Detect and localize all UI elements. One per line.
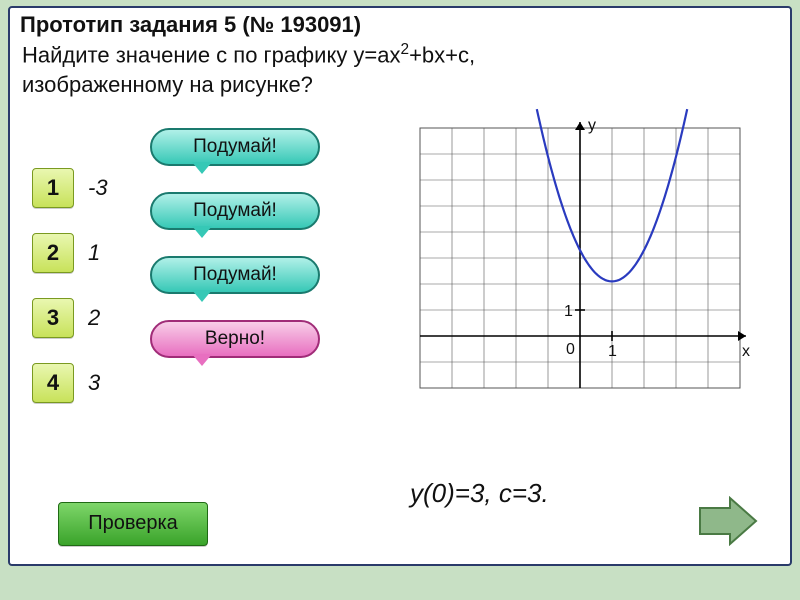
check-button[interactable]: Проверка: [58, 502, 208, 546]
answer-value-column: -3 1 2 3: [88, 168, 148, 428]
solution-text: y(0)=3, c=3.: [410, 478, 549, 509]
svg-text:1: 1: [564, 303, 573, 320]
feedback-bubble-1: Подумай!: [150, 128, 320, 166]
answer-btn-2[interactable]: 2: [32, 233, 74, 273]
feedback-bubbles: Подумай! Подумай! Подумай! Верно!: [150, 128, 350, 384]
svg-text:x: x: [742, 343, 750, 360]
title-bar: Прототип задания 5 (№ 193091): [10, 8, 790, 40]
answer-value-2: 1: [88, 233, 148, 273]
arrow-right-icon: [696, 496, 760, 546]
question-sup: 2: [401, 41, 410, 58]
answer-value-3: 2: [88, 298, 148, 338]
next-arrow-button[interactable]: [696, 496, 760, 546]
question-text: Найдите значение с по графику y=ax2+bx+c…: [10, 40, 790, 108]
answer-btn-1[interactable]: 1: [32, 168, 74, 208]
answer-number-column: 1 2 3 4: [32, 168, 92, 428]
content-area: 1 2 3 4 -3 1 2 3 Подумай! Подумай! Подум…: [10, 108, 790, 568]
answer-btn-3[interactable]: 3: [32, 298, 74, 338]
question-line2: изображенному на рисунке?: [22, 72, 313, 97]
feedback-bubble-2: Подумай!: [150, 192, 320, 230]
slide-card: Прототип задания 5 (№ 193091) Найдите зн…: [8, 6, 792, 566]
question-line1b: +bx+c,: [409, 42, 475, 67]
question-line1: Найдите значение с по графику y=ax: [22, 42, 401, 67]
feedback-bubble-4: Верно!: [150, 320, 320, 358]
title-text: Прототип задания 5 (№ 193091): [20, 12, 361, 37]
svg-text:1: 1: [608, 343, 617, 360]
svg-text:y: y: [588, 117, 596, 134]
parabola-chart: 0 1 1 x y: [400, 108, 760, 408]
answer-value-1: -3: [88, 168, 148, 208]
chart-svg: 0 1 1 x y: [400, 108, 760, 408]
svg-text:0: 0: [566, 341, 575, 358]
answer-btn-4[interactable]: 4: [32, 363, 74, 403]
feedback-bubble-3: Подумай!: [150, 256, 320, 294]
answer-value-4: 3: [88, 363, 148, 403]
